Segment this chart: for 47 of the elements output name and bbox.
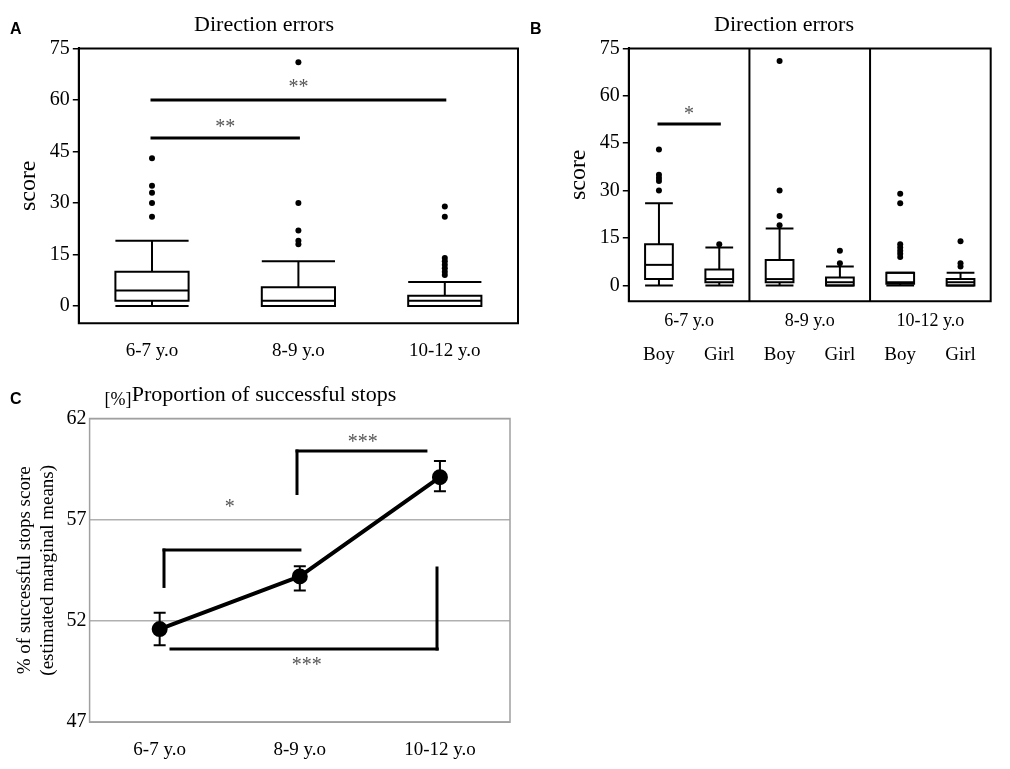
y-tick-label: 75 bbox=[599, 35, 620, 58]
y-tick-label: 52 bbox=[66, 608, 87, 631]
chart-title: Proportion of successful stops bbox=[131, 380, 397, 406]
annotation: ** bbox=[288, 75, 309, 98]
x-tick-label: Boy bbox=[643, 342, 676, 364]
annotation: * bbox=[684, 102, 695, 125]
y-tick-label: 57 bbox=[66, 506, 87, 529]
x-tick-label: 10-12 y.o bbox=[404, 737, 476, 759]
y-tick-label: 45 bbox=[49, 138, 70, 161]
y-tick-label: 60 bbox=[599, 83, 620, 106]
x-tick-label: 6-7 y.o bbox=[133, 737, 186, 759]
x-tick-label: Boy bbox=[884, 342, 917, 364]
text: 8-9 y.o bbox=[784, 309, 835, 330]
x-tick-label: 8-9 y.o bbox=[272, 338, 325, 360]
y-tick-label: 62 bbox=[66, 405, 87, 428]
annotation: ** bbox=[215, 114, 236, 137]
x-tick-label: 10-12 y.o bbox=[409, 338, 481, 360]
y-tick-label: 60 bbox=[49, 87, 70, 110]
text: C bbox=[10, 390, 22, 408]
y-tick-label: 30 bbox=[599, 177, 620, 200]
y-tick-label: 75 bbox=[49, 35, 70, 58]
y-axis-title: score bbox=[13, 160, 40, 212]
annotation: *** bbox=[291, 652, 322, 675]
annotation: * bbox=[224, 494, 235, 517]
chart-title: Direction errors bbox=[194, 10, 334, 36]
y-tick-label: 15 bbox=[49, 241, 70, 264]
y-tick-label: 45 bbox=[599, 130, 620, 153]
text: B bbox=[530, 20, 542, 38]
x-tick-label: 8-9 y.o bbox=[273, 737, 327, 759]
text: A bbox=[10, 20, 22, 38]
x-tick-label: Girl bbox=[945, 342, 976, 364]
x-tick-label: 6-7 y.o bbox=[125, 338, 179, 360]
annotation: *** bbox=[347, 429, 378, 452]
y-tick-label: 47 bbox=[66, 709, 87, 732]
text: 6-7 y.o bbox=[664, 309, 715, 330]
y-axis-title: score bbox=[563, 149, 590, 201]
y-tick-label: 30 bbox=[49, 190, 70, 213]
y-tick-label: 15 bbox=[599, 225, 620, 248]
text: [%] bbox=[104, 388, 132, 409]
y-axis-title: % of successful stops score (estimated marginal means) bbox=[13, 464, 59, 676]
y-tick-label: 0 bbox=[59, 293, 70, 316]
text: 10-12 y.o bbox=[896, 309, 965, 330]
x-tick-label: Girl bbox=[703, 342, 735, 364]
x-tick-label: Boy bbox=[763, 342, 796, 364]
chart-title: Direction errors bbox=[714, 10, 854, 36]
x-tick-label: Girl bbox=[824, 342, 856, 364]
y-tick-label: 0 bbox=[609, 272, 620, 295]
